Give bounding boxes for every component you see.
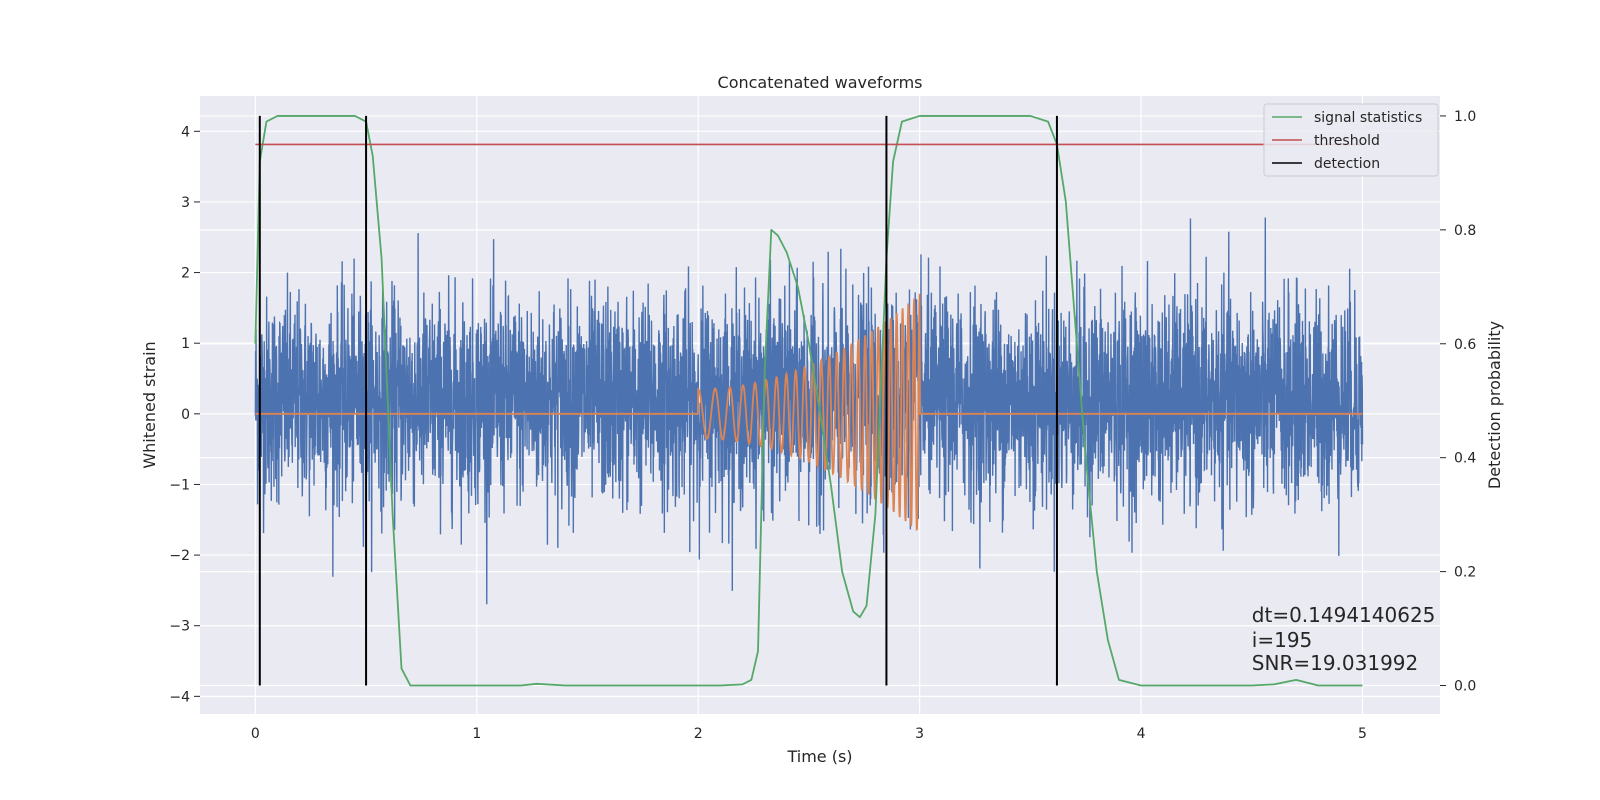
chart-title: Concatenated waveforms <box>718 73 923 92</box>
y-tick-label: −1 <box>169 477 190 493</box>
chirp-series <box>255 293 1363 532</box>
y-tick-label: −3 <box>169 619 190 635</box>
chirp-line <box>255 293 1363 532</box>
annotation-text: SNR=19.031992 <box>1252 651 1418 675</box>
x-tick-label: 1 <box>472 726 481 742</box>
legend-box <box>1263 103 1439 177</box>
x-tick-label: 0 <box>251 726 260 742</box>
y-tick-label: 2 <box>181 266 190 282</box>
y-axis-label: Whitened strain <box>140 341 159 468</box>
x-tick-label: 3 <box>915 726 924 742</box>
y-ticks: −4 −3 −2 −1 0 1 2 3 4 <box>169 124 200 705</box>
legend: signal statistics threshold detection <box>1263 103 1439 177</box>
annotation-text: dt=0.1494140625 <box>1252 603 1436 627</box>
y-tick-label: 4 <box>181 124 190 140</box>
signal-statistics-series <box>254 115 1363 687</box>
x-tick-label: 5 <box>1358 726 1367 742</box>
x-tick-label: 4 <box>1137 726 1146 742</box>
y-tick-label: −2 <box>169 548 190 564</box>
y2-tick-label: 0.0 <box>1454 679 1476 695</box>
signal-statistics-line <box>254 115 1363 687</box>
legend-label-threshold: threshold <box>1314 133 1380 149</box>
y-tick-label: −4 <box>169 689 190 705</box>
detection-series <box>258 115 1058 686</box>
y2-tick-label: 1.0 <box>1454 109 1476 125</box>
y-tick-label: 1 <box>181 336 190 352</box>
x-tick-label: 2 <box>694 726 703 742</box>
y2-tick-label: 0.4 <box>1454 451 1476 467</box>
x-axis-label: Time (s) <box>786 747 852 766</box>
annotation-text: i=195 <box>1252 628 1313 652</box>
y2-tick-label: 0.6 <box>1454 337 1476 353</box>
y2-tick-label: 0.2 <box>1454 565 1476 581</box>
y-tick-label: 0 <box>181 407 190 423</box>
y2-ticks: 0.0 0.2 0.4 0.6 0.8 1.0 <box>1440 109 1476 695</box>
legend-label-detection: detection <box>1314 156 1380 172</box>
noise-line <box>254 217 1364 605</box>
y2-axis-label: Detection probability <box>1485 321 1504 489</box>
legend-label-signal-statistics: signal statistics <box>1314 110 1422 126</box>
y2-tick-label: 0.8 <box>1454 223 1476 239</box>
noise-series <box>254 217 1364 605</box>
y-tick-label: 3 <box>181 195 190 211</box>
x-ticks: 0 1 2 3 4 5 <box>251 726 1367 742</box>
